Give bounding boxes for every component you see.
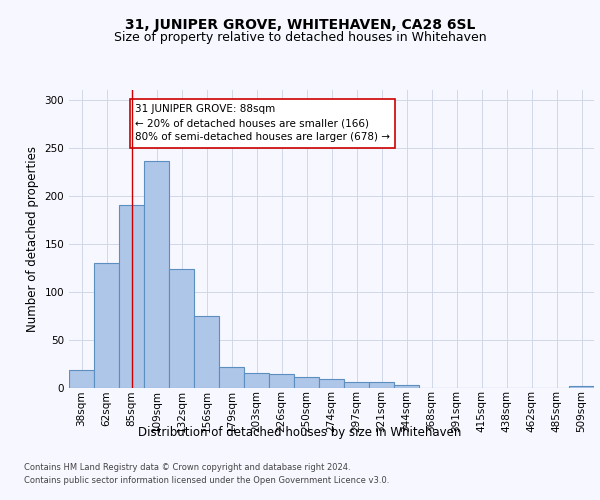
Bar: [319, 379, 344, 388]
Bar: [294, 377, 319, 388]
Bar: [394, 384, 419, 388]
Bar: [344, 382, 369, 388]
Text: Distribution of detached houses by size in Whitehaven: Distribution of detached houses by size …: [139, 426, 461, 439]
Bar: [94, 262, 119, 388]
Text: 31 JUNIPER GROVE: 88sqm
← 20% of detached houses are smaller (166)
80% of semi-d: 31 JUNIPER GROVE: 88sqm ← 20% of detache…: [135, 104, 390, 142]
Y-axis label: Number of detached properties: Number of detached properties: [26, 146, 39, 332]
Bar: [194, 316, 219, 388]
Text: Contains HM Land Registry data © Crown copyright and database right 2024.: Contains HM Land Registry data © Crown c…: [24, 464, 350, 472]
Bar: [119, 205, 144, 388]
Bar: [369, 382, 394, 388]
Bar: [244, 373, 269, 388]
Bar: [569, 386, 594, 388]
Text: Contains public sector information licensed under the Open Government Licence v3: Contains public sector information licen…: [24, 476, 389, 485]
Bar: [219, 368, 244, 388]
Text: 31, JUNIPER GROVE, WHITEHAVEN, CA28 6SL: 31, JUNIPER GROVE, WHITEHAVEN, CA28 6SL: [125, 18, 475, 32]
Text: Size of property relative to detached houses in Whitehaven: Size of property relative to detached ho…: [113, 31, 487, 44]
Bar: [169, 268, 194, 388]
Bar: [144, 161, 169, 388]
Bar: [269, 374, 294, 388]
Bar: [69, 370, 94, 388]
